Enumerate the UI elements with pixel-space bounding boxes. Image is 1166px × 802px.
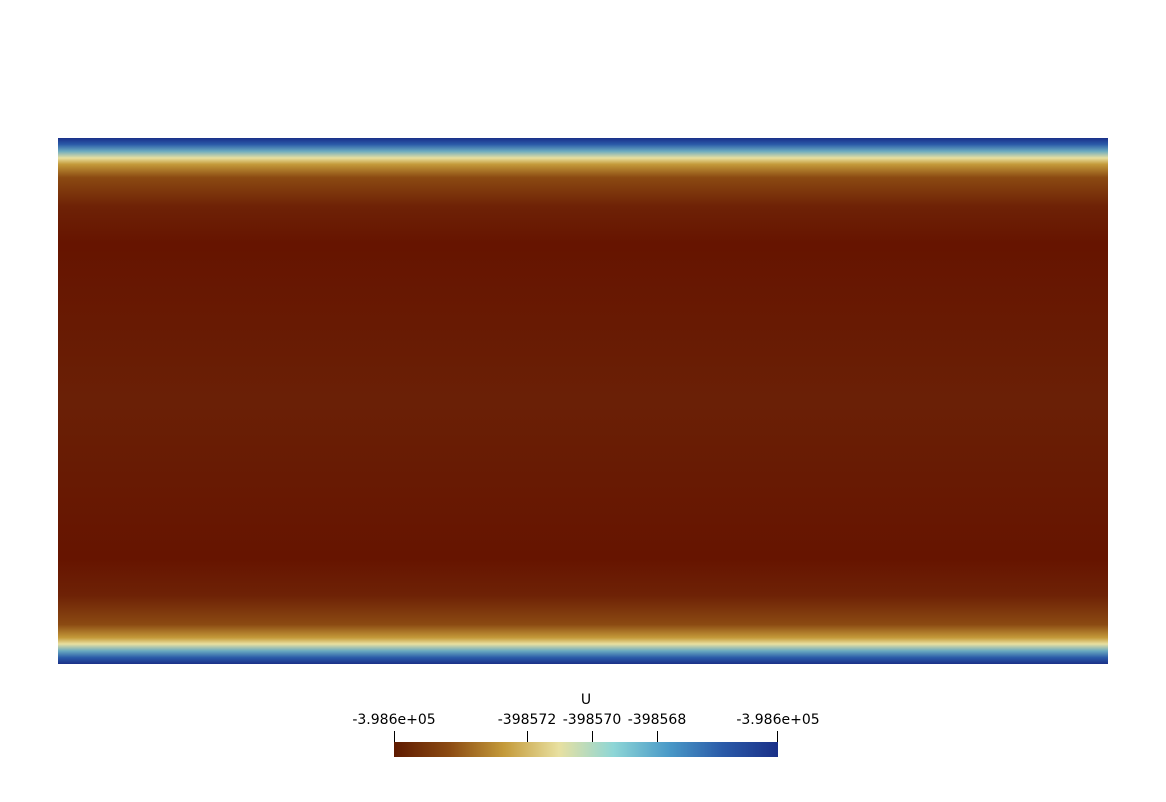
tick-label-max: -3.986e+05 — [736, 712, 820, 728]
field-render — [58, 138, 1108, 664]
tick-label: -398570 — [562, 712, 622, 728]
legend-title: U — [580, 692, 592, 708]
tick-mark — [592, 731, 593, 743]
tick-mark — [394, 731, 395, 743]
tick-label: -398568 — [627, 712, 687, 728]
scalar-field-plot — [58, 138, 1108, 664]
tick-label-min: -3.986e+05 — [352, 712, 436, 728]
tick-mark — [777, 731, 778, 743]
tick-mark — [527, 731, 528, 743]
colorbar — [394, 742, 778, 757]
tick-label: -398572 — [497, 712, 557, 728]
tick-mark — [657, 731, 658, 743]
